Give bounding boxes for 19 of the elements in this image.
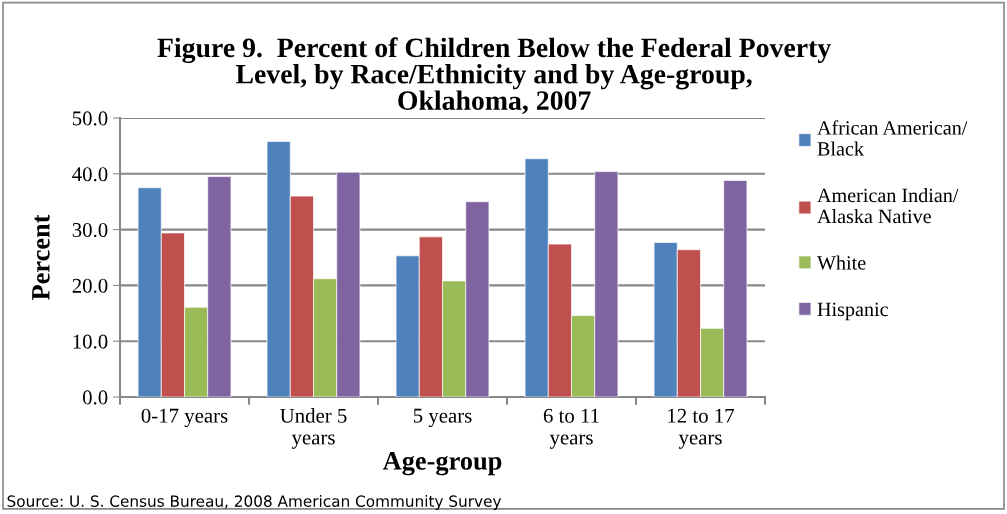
legend-label: American Indian/ Alaska Native <box>817 187 959 224</box>
y-tick-label: 0.0 <box>82 390 108 405</box>
x-tick-label: 5 years <box>413 408 472 427</box>
y-tick-label: 50.0 <box>72 111 108 126</box>
y-axis-title: Percent <box>32 214 50 301</box>
legend-label: African American/ Black <box>817 120 968 156</box>
x-tick-label: 6 to 11 years <box>543 408 599 449</box>
y-tick-label: 30.0 <box>72 222 108 238</box>
x-tick-label: Under 5 years <box>280 408 347 449</box>
x-tick-label: 0-17 years <box>141 408 228 427</box>
legend-label: Hispanic <box>817 302 888 321</box>
x-tick-label: 12 to 17 years <box>668 408 735 449</box>
chart-title: Figure 9. Percent of Children Below the Federal Poverty Level, by Race/Ethnicity and by Age-group, Oklahoma, 2007 <box>157 37 831 114</box>
source-note: Source: U. S. Census Bureau, 2008 American Community Survey <box>7 495 502 510</box>
legend-label: White <box>817 255 866 270</box>
y-tick-label: 10.0 <box>73 334 108 349</box>
x-axis-title: Age-group <box>382 452 502 476</box>
y-tick-label: 20.0 <box>72 278 108 293</box>
y-tick-label: 40.0 <box>72 167 108 182</box>
